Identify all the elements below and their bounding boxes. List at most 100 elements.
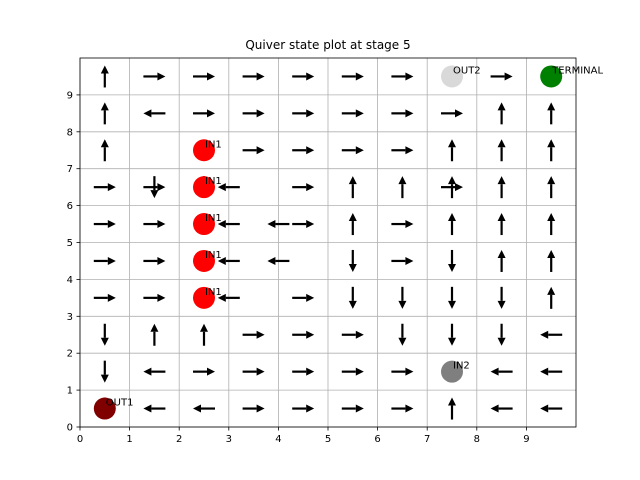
arrow-up (150, 323, 159, 346)
x-tick-label: 8 (474, 434, 480, 445)
arrow-down (448, 286, 456, 309)
arrow-left (217, 293, 240, 302)
y-tick-label: 3 (67, 312, 73, 323)
arrow-right (242, 367, 265, 376)
arrow-up (547, 286, 556, 309)
arrow-down (398, 286, 407, 309)
arrow-right (341, 109, 364, 118)
arrow-up (547, 102, 556, 125)
arrow-left (490, 367, 513, 376)
x-tick-label: 0 (77, 434, 83, 445)
arrow-right (441, 109, 463, 118)
arrow-right (341, 146, 364, 155)
y-tick-label: 6 (67, 201, 73, 212)
arrow-up (497, 102, 506, 125)
arrow-right (143, 256, 166, 265)
arrow-right (242, 72, 265, 81)
arrow-right (292, 109, 315, 118)
arrow-right (193, 72, 215, 81)
arrow-up (398, 176, 407, 199)
state-point-label: IN1 (205, 250, 222, 261)
state-point-in1 (193, 176, 215, 199)
x-tick-label: 1 (126, 434, 132, 445)
y-tick-label: 7 (67, 164, 73, 175)
arrow-left (540, 367, 563, 376)
arrow-right (143, 72, 166, 81)
arrow-right (341, 404, 364, 413)
y-tick-label: 8 (67, 127, 73, 138)
arrow-right (292, 146, 315, 155)
x-tick-label: 7 (424, 434, 430, 445)
arrow-right (93, 220, 116, 229)
x-tick-label: 2 (176, 434, 182, 445)
arrow-right (391, 220, 414, 229)
arrow-right (193, 109, 215, 118)
x-axis-ticks: 0 1 2 3 4 5 6 7 8 9 (77, 427, 530, 445)
arrow-right (441, 183, 463, 192)
arrow-left (267, 220, 290, 229)
arrow-right (93, 256, 116, 265)
y-tick-label: 5 (67, 238, 73, 249)
chart-title: Quiver state plot at stage 5 (245, 38, 410, 52)
arrow-right (341, 330, 364, 339)
arrow-left (267, 256, 290, 265)
arrow-right (391, 146, 414, 155)
arrow-down (348, 249, 357, 272)
arrow-right (391, 404, 414, 413)
y-tick-label: 0 (67, 423, 73, 434)
arrow-up (348, 176, 357, 199)
arrow-up (100, 65, 109, 88)
arrow-down (497, 323, 506, 346)
arrow-left (217, 183, 240, 192)
arrow-right (242, 146, 265, 155)
state-point-in1 (193, 213, 215, 236)
arrow-up (100, 102, 109, 125)
arrow-up (547, 249, 556, 272)
arrow-right (341, 367, 364, 376)
arrow-right (292, 183, 315, 192)
state-point-out1 (93, 397, 116, 420)
state-point-in2 (441, 360, 463, 383)
arrow-right (292, 220, 315, 229)
x-tick-label: 6 (374, 434, 380, 445)
x-tick-label: 3 (226, 434, 232, 445)
arrow-right (341, 72, 364, 81)
y-tick-label: 2 (67, 349, 73, 360)
arrow-left (217, 256, 240, 265)
arrow-down (348, 286, 357, 309)
arrow-up (448, 139, 456, 162)
state-point-terminal (540, 65, 563, 88)
state-point-label: IN1 (205, 176, 222, 187)
arrow-up (547, 139, 556, 162)
state-point-label: IN1 (205, 287, 222, 298)
arrow-right (93, 183, 116, 192)
arrow-up (100, 139, 109, 162)
arrow-up (348, 213, 357, 236)
arrow-right (242, 330, 265, 339)
arrow-right (292, 404, 315, 413)
state-point-in1 (193, 286, 215, 309)
arrow-right (292, 293, 315, 302)
y-tick-label: 9 (67, 90, 73, 101)
arrow-right (391, 367, 414, 376)
arrow-right (391, 109, 414, 118)
arrow-left (490, 404, 513, 413)
arrow-right (391, 256, 414, 265)
state-point-label: OUT2 (453, 65, 481, 76)
x-tick-label: 4 (275, 434, 281, 445)
state-points: IN1 IN1 IN1 IN1 IN1 OUT2 TERMINAL IN2 OUT1 (93, 65, 603, 420)
arrow-up (448, 397, 456, 420)
arrow-up (547, 213, 556, 236)
arrow-left (143, 109, 166, 118)
arrow-right (292, 72, 315, 81)
y-tick-label: 1 (67, 386, 73, 397)
state-point-in1 (193, 249, 215, 272)
arrow-right (143, 220, 166, 229)
arrow-right (143, 293, 166, 302)
arrow-down (100, 360, 109, 383)
state-point-out2 (441, 65, 463, 88)
arrow-up (547, 176, 556, 199)
state-point-in1 (193, 139, 215, 162)
arrow-down (497, 286, 506, 309)
